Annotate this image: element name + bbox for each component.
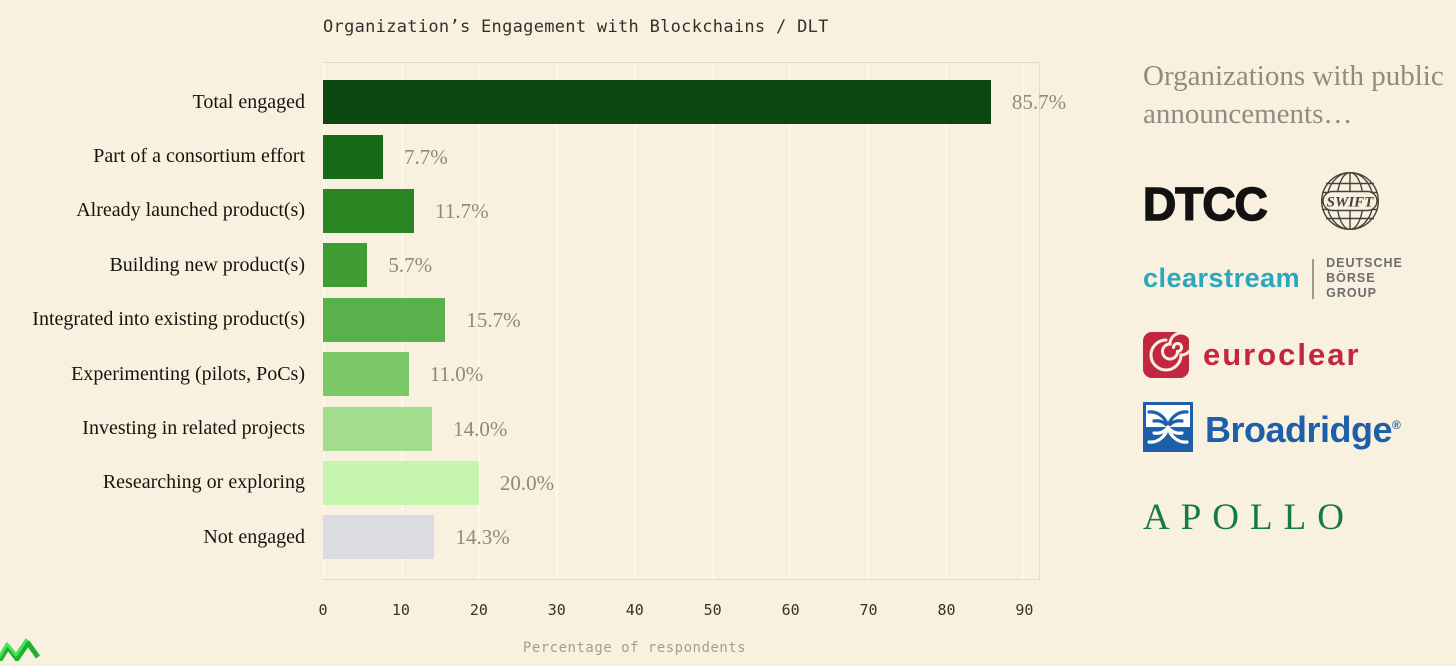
divider	[1312, 258, 1315, 299]
logo-row-apollo: APOLLO	[1143, 496, 1355, 539]
x-tick-label: 60	[781, 601, 800, 619]
category-label: Researching or exploring	[102, 471, 305, 494]
category-label: Integrated into existing product(s)	[32, 308, 305, 331]
bar-track: 20.0%	[323, 460, 1040, 505]
bar-value-label: 85.7%	[1011, 90, 1067, 115]
logo-row-broadridge: Broadridge®	[1143, 402, 1401, 457]
bar-track: 11.7%	[323, 188, 1040, 233]
chart-row: Experimenting (pilots, PoCs) 11.0%	[0, 347, 1040, 401]
gridline	[556, 63, 559, 579]
gridline	[478, 63, 481, 579]
x-tick-label: 70	[859, 601, 878, 619]
bar-value-label: 7.7%	[404, 144, 448, 169]
logo-row-dtcc-swift: DTCC SWIFT	[1142, 170, 1381, 237]
bar	[323, 515, 435, 560]
category-label: Experimenting (pilots, PoCs)	[71, 362, 305, 385]
chart-row: Investing in related projects 14.0%	[0, 401, 1040, 455]
x-tick-label: 30	[547, 601, 566, 619]
bar-value-label: 14.0%	[453, 416, 508, 441]
gridline	[867, 63, 870, 579]
bar	[323, 80, 991, 125]
bar	[323, 243, 368, 288]
bar-track: 85.7%	[323, 80, 1066, 125]
bar	[323, 188, 415, 233]
bar	[323, 297, 446, 342]
gridline	[789, 63, 792, 579]
broadridge-wordmark: Broadridge	[1205, 408, 1393, 450]
x-axis: 0 10 20 30 40 50 60 70 80 90	[318, 601, 1040, 621]
bar-value-label: 15.7%	[466, 307, 521, 332]
gridline	[633, 63, 636, 579]
bar-track: 14.3%	[323, 515, 1040, 560]
bar-value-label: 11.7%	[435, 198, 489, 223]
x-tick-label: 90	[1015, 601, 1034, 619]
chart-row: Building new product(s) 5.7%	[0, 238, 1040, 292]
category-label: Investing in related projects	[82, 417, 305, 440]
side-panel: Organizations with public announcements……	[1142, 58, 1455, 618]
euroclear-logo: euroclear	[1203, 337, 1361, 372]
bar-track: 11.0%	[323, 352, 1040, 397]
broadridge-logo: Broadridge®	[1205, 408, 1401, 451]
logo-row-euroclear: euroclear	[1143, 331, 1361, 378]
x-tick-label: 20	[469, 601, 488, 619]
category-label: Total engaged	[192, 90, 305, 113]
svg-text:SWIFT: SWIFT	[1326, 195, 1374, 211]
category-label: Not engaged	[203, 525, 305, 548]
deutsche-boerse-logo: DEUTSCHE BÖRSE GROUP	[1326, 256, 1455, 301]
chart-row: Part of a consortium effort 7.7%	[0, 129, 1040, 183]
gridline	[1022, 63, 1025, 579]
bar-track: 5.7%	[323, 243, 1040, 288]
clearstream-logo: clearstream	[1143, 263, 1301, 293]
x-tick-label: 10	[391, 601, 410, 619]
chart-row: Integrated into existing product(s) 15.7%	[0, 293, 1040, 347]
chart-row: Already launched product(s) 11.7%	[0, 184, 1040, 238]
bar	[323, 406, 433, 451]
bar	[323, 460, 479, 505]
x-tick-label: 80	[937, 601, 956, 619]
chart-row: Not engaged 14.3%	[0, 510, 1040, 564]
x-tick-label: 40	[625, 601, 644, 619]
bar-value-label: 11.0%	[429, 362, 484, 387]
gridline	[944, 63, 947, 579]
category-label: Part of a consortium effort	[93, 145, 305, 168]
x-tick-label: 0	[318, 601, 328, 619]
category-label: Building new product(s)	[109, 253, 305, 276]
dtcc-logo: DTCC	[1142, 177, 1268, 231]
green-scribble-icon	[0, 635, 46, 666]
bar-track: 14.0%	[323, 406, 1040, 451]
chart-row: Researching or exploring 20.0%	[0, 456, 1040, 510]
bar-track: 7.7%	[323, 134, 1040, 179]
apollo-logo: APOLLO	[1143, 497, 1355, 538]
bar	[323, 352, 409, 397]
broadridge-tree-icon	[1143, 402, 1193, 457]
category-label: Already launched product(s)	[76, 199, 305, 222]
registered-mark: ®	[1392, 417, 1401, 432]
bar-value-label: 5.7%	[388, 253, 433, 278]
bar-value-label: 20.0%	[499, 470, 555, 495]
bar-track: 15.7%	[323, 297, 1040, 342]
bar	[323, 134, 383, 179]
gridline	[711, 63, 714, 579]
euroclear-spiral-icon	[1143, 331, 1194, 378]
bar-chart: Total engaged 85.7% Part of a consortium e…	[0, 75, 1066, 565]
panel-heading: Organizations with public announcements…	[1143, 60, 1444, 130]
deutsche-boerse-line1: DEUTSCHE BÖRSE	[1326, 256, 1403, 285]
x-tick-label: 50	[703, 601, 722, 619]
chart-row: Total engaged 85.7%	[0, 75, 1066, 129]
x-axis-label: Percentage of respondents	[522, 640, 747, 656]
logo-row-clearstream: clearstream DEUTSCHE BÖRSE GROUP	[1143, 256, 1455, 301]
chart-title: Organization’s Engagement with Blockchai…	[323, 17, 829, 37]
swift-globe-icon: SWIFT	[1319, 170, 1381, 237]
deutsche-boerse-line2: GROUP	[1326, 286, 1377, 300]
bar-value-label: 14.3%	[455, 525, 510, 550]
